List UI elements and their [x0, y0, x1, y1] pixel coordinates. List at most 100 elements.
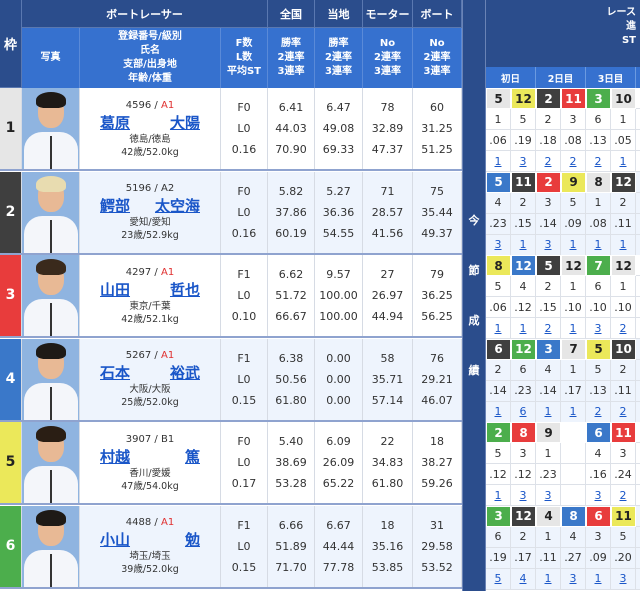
course: 3 [511, 443, 536, 464]
result-link[interactable]: 1 [494, 321, 502, 335]
race-cell-empty [636, 192, 640, 214]
boat-stats: 79 36.25 56.25 [413, 255, 462, 336]
motor-stats-value: 34.83 [371, 456, 404, 469]
racer-row: 3 4297 / A1 山田 哲也 東京/千葉 42歳/52.1kg F1 L0 … [0, 255, 462, 338]
result-link[interactable]: 2 [544, 321, 552, 335]
race-cell-empty [636, 485, 640, 506]
local-stats-value: 0.00 [326, 351, 351, 365]
racer-name-link[interactable]: 葛原 大陽 [100, 113, 200, 133]
surname: 葛原 [100, 113, 131, 132]
race-number: 11 [611, 505, 636, 527]
result-link[interactable]: 1 [594, 572, 602, 585]
side-char: 績 [468, 364, 480, 377]
result-link[interactable]: 1 [494, 488, 502, 502]
result-link[interactable]: 3 [544, 238, 552, 251]
result-link[interactable]: 2 [619, 321, 627, 335]
local-stats: 6.09 26.09 65.22 [315, 422, 363, 503]
race-cell-empty [636, 359, 640, 381]
result-link[interactable]: 1 [494, 154, 502, 168]
result-link[interactable]: 3 [619, 572, 627, 585]
race-number: 3 [486, 505, 511, 527]
course: 2 [511, 192, 536, 214]
course: 1 [561, 276, 586, 297]
start-timing: .08 [586, 213, 611, 235]
motor-stats-value: 22 [380, 435, 395, 448]
racer-info: 4488 / A1 小山勉 埼玉/埼玉 39歳/52.0kg [80, 505, 221, 587]
l-count: L0 [237, 122, 251, 135]
finish-result: 3 [511, 151, 536, 172]
result-link[interactable]: 1 [594, 238, 602, 251]
result-link[interactable]: 4 [519, 572, 527, 585]
frame-number: 4 [0, 338, 22, 420]
racer-name-link[interactable]: 小山 勉 [100, 530, 200, 550]
racer-row: 6 4488 / A1 小山勉 埼玉/埼玉 39歳/52.0kg F1 L0 0… [0, 505, 462, 589]
result-link[interactable]: 3 [569, 572, 577, 585]
boat-stats-value: 79 [430, 268, 444, 281]
result-link[interactable]: 5 [494, 572, 502, 585]
result-link[interactable]: 1 [519, 321, 527, 335]
finish-result: 1 [511, 318, 536, 339]
result-link[interactable]: 1 [619, 154, 627, 168]
racer-info: 3907 / B1 村越篤 香川/愛媛 47歳/54.0kg [80, 422, 221, 503]
boat-stats-value: 29.58 [421, 539, 453, 553]
motor-sub-header: No 2連率 3連率 [363, 28, 413, 88]
course: 3 [611, 443, 636, 464]
national-stats-value: 6.41 [278, 101, 304, 114]
local-stats: 6.67 44.44 77.78 [315, 505, 363, 587]
racer-class: A1 [160, 266, 175, 278]
result-link[interactable]: 2 [594, 154, 602, 168]
start-timing: .06 [486, 130, 511, 151]
result-link[interactable]: 3 [594, 488, 602, 502]
result-link[interactable]: 1 [519, 238, 527, 251]
racer-name-link[interactable]: 山田 哲也 [100, 280, 200, 300]
race-number: 3 [536, 338, 561, 360]
finish-result: 3 [586, 318, 611, 339]
racer-name-link[interactable]: 石本 裕武 [100, 363, 200, 383]
day-header-1: 初日 [486, 67, 536, 88]
result-link[interactable]: 1 [569, 321, 577, 335]
result-link[interactable]: 6 [519, 405, 527, 418]
national-stats-value: 61.80 [275, 393, 307, 407]
racer-class: A1 [160, 350, 175, 361]
frame-number: 6 [0, 505, 22, 587]
race-cell-empty [636, 276, 640, 297]
national-header: 全国 [268, 0, 315, 28]
result-link[interactable]: 3 [519, 488, 527, 502]
motor-stats-value: 35.16 [371, 539, 404, 553]
national-stats-value: 6.62 [278, 268, 304, 281]
photo-header: 写真 [22, 28, 80, 88]
start-timing: .08 [561, 130, 586, 151]
course: 3 [561, 109, 586, 130]
finish-result: 2 [536, 151, 561, 172]
racer-name-link[interactable]: 鰐部 太空海 [100, 196, 200, 216]
motor-stats-value: 35.71 [371, 372, 404, 386]
frame-number: 5 [0, 422, 22, 503]
result-link[interactable]: 3 [544, 488, 552, 502]
result-link[interactable]: 1 [619, 238, 627, 251]
result-link[interactable]: 1 [494, 405, 502, 418]
day-header-3: 3日目 [586, 67, 636, 88]
course: 2 [536, 276, 561, 297]
racer-info-header: 登録番号/級別 氏名 支部/出身地 年齢/体重 [80, 28, 221, 88]
motor-stats: 18 35.16 53.85 [363, 505, 413, 587]
result-link[interactable]: 2 [619, 405, 627, 418]
start-timing: .16 [586, 464, 611, 485]
result-link[interactable]: 2 [569, 154, 577, 168]
result-link[interactable]: 1 [544, 405, 552, 418]
result-link[interactable]: 1 [544, 572, 552, 585]
result-link[interactable]: 3 [594, 321, 602, 335]
racer-name-link[interactable]: 村越 篤 [100, 447, 200, 467]
local-stats-value: 5.27 [326, 184, 351, 198]
result-link[interactable]: 1 [569, 238, 577, 251]
fl-header: F数 L数 平均ST [221, 28, 268, 88]
start-timing: .12 [511, 464, 536, 485]
boat-stats-value: 59.26 [421, 477, 453, 490]
result-link[interactable]: 2 [594, 405, 602, 418]
result-link[interactable]: 2 [544, 154, 552, 168]
result-link[interactable]: 2 [619, 488, 627, 502]
result-link[interactable]: 3 [519, 154, 527, 168]
racer-info: 4297 / A1 山田 哲也 東京/千葉 42歳/52.1kg [80, 255, 221, 336]
result-link[interactable]: 3 [494, 238, 502, 251]
result-link[interactable]: 1 [569, 405, 577, 418]
race-number: 2 [486, 422, 511, 443]
